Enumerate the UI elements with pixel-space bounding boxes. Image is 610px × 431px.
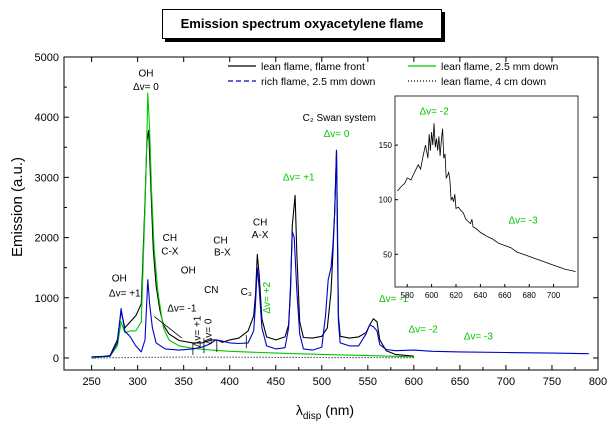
x-tick-label: 700 bbox=[497, 376, 515, 388]
peak-annotation: OH bbox=[138, 68, 153, 79]
annotation-arrow bbox=[153, 316, 183, 339]
legend-label: lean flame, 4 cm down bbox=[441, 76, 546, 88]
inset-y-tick-label: 150 bbox=[379, 141, 393, 150]
series-line-4 bbox=[91, 356, 414, 359]
inset-x-tick-label: 600 bbox=[425, 291, 439, 300]
peak-annotation: B-X bbox=[214, 248, 231, 259]
inset-series-line bbox=[397, 123, 576, 273]
peak-annotation: A-X bbox=[252, 230, 269, 241]
peak-annotation: Δv= +2 bbox=[262, 281, 273, 313]
y-tick-label: 1000 bbox=[35, 293, 59, 305]
y-tick-label: 3000 bbox=[35, 172, 59, 184]
peak-annotation: Δv= -2 bbox=[408, 325, 438, 336]
peak-annotation: Δv= +1 bbox=[283, 172, 315, 183]
inset-x-tick-label: 580 bbox=[401, 291, 415, 300]
peak-annotation: Δv= 0 bbox=[133, 82, 159, 93]
legend-label: lean flame, 2.5 mm down bbox=[441, 61, 558, 73]
y-tick-label: 0 bbox=[53, 353, 59, 365]
peak-annotation: Δv= +1 bbox=[192, 315, 203, 347]
peak-annotation: OH bbox=[112, 274, 127, 285]
peak-annotation: Δv= 0 bbox=[203, 318, 214, 344]
inset-frame bbox=[394, 95, 579, 288]
x-tick-label: 550 bbox=[359, 376, 377, 388]
inset-x-tick-label: 700 bbox=[547, 291, 561, 300]
peak-annotation: Δv= -1 bbox=[379, 294, 409, 305]
peak-annotation: C₂ Swan system bbox=[303, 113, 376, 124]
x-axis-label: λdisp (nm) bbox=[296, 402, 354, 422]
series-line-2 bbox=[91, 92, 414, 359]
y-axis-label: Emission (a.u.) bbox=[9, 157, 26, 257]
x-tick-label: 350 bbox=[175, 376, 193, 388]
y-tick-label: 5000 bbox=[35, 52, 59, 64]
legend-label: lean flame, flame front bbox=[261, 61, 365, 73]
peak-annotation: Δv= -3 bbox=[464, 331, 494, 342]
inset-x-tick-label: 640 bbox=[474, 291, 488, 300]
peak-annotation: Δv= +1 bbox=[109, 289, 141, 300]
chart-title: Emission spectrum oxyacetylene flame bbox=[162, 9, 442, 39]
x-tick-label: 750 bbox=[543, 376, 561, 388]
y-tick-label: 2000 bbox=[35, 233, 59, 245]
x-tick-label: 600 bbox=[405, 376, 423, 388]
y-tick-label: 4000 bbox=[35, 112, 59, 124]
x-tick-label: 500 bbox=[313, 376, 331, 388]
peak-annotation: Δv= 0 bbox=[324, 129, 350, 140]
peak-annotation: CH bbox=[163, 233, 177, 244]
peak-annotation: C₃ bbox=[241, 287, 252, 298]
x-tick-label: 650 bbox=[451, 376, 469, 388]
inset-x-tick-label: 620 bbox=[449, 291, 463, 300]
peak-annotation: OH bbox=[181, 266, 196, 277]
inset-y-tick-label: 100 bbox=[379, 196, 393, 205]
x-tick-label: 250 bbox=[82, 376, 100, 388]
inset-annotation: Δv= -3 bbox=[508, 216, 538, 227]
x-tick-label: 450 bbox=[267, 376, 285, 388]
series-line-1 bbox=[91, 129, 414, 359]
peak-annotation: Δv= -1 bbox=[167, 304, 197, 315]
plot-frame bbox=[63, 56, 599, 371]
peak-annotation: CH bbox=[213, 236, 227, 247]
peak-annotation: CH bbox=[253, 218, 267, 229]
inset-y-tick-label: 50 bbox=[383, 250, 392, 259]
peak-annotation: C-X bbox=[161, 246, 179, 257]
peak-annotation: CN bbox=[204, 285, 218, 296]
legend-label: rich flame, 2.5 mm down bbox=[261, 76, 376, 88]
inset-annotation: Δv= -2 bbox=[419, 107, 449, 118]
inset-x-tick-label: 680 bbox=[523, 291, 537, 300]
x-tick-label: 800 bbox=[589, 376, 607, 388]
x-tick-label: 300 bbox=[128, 376, 146, 388]
inset-x-tick-label: 660 bbox=[498, 291, 512, 300]
x-tick-label: 400 bbox=[221, 376, 239, 388]
series-line-3 bbox=[91, 149, 589, 358]
